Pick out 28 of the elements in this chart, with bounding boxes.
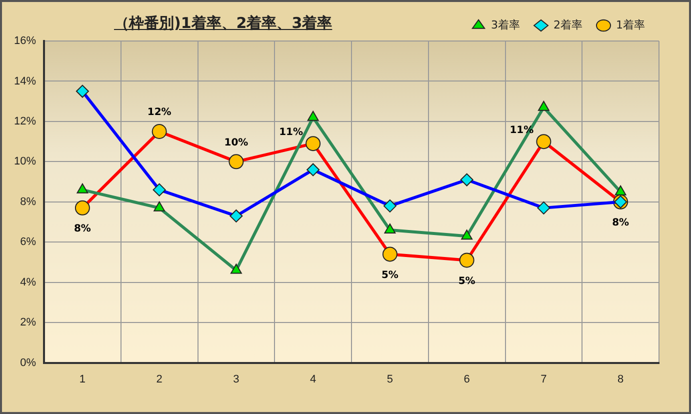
x-tick-label: 4 — [310, 373, 316, 386]
chart-title: （枠番別)1着率、2着率、3着率 — [114, 14, 332, 33]
y-tick-label: 8% — [20, 196, 36, 208]
y-tick-label: 0% — [20, 356, 36, 369]
data-label: 10% — [224, 137, 248, 148]
x-tick-label: 6 — [464, 373, 470, 386]
x-tick-label: 1 — [79, 373, 86, 386]
data-label: 8% — [74, 224, 91, 235]
x-tick-label: 5 — [386, 373, 394, 386]
y-tick-label: 12% — [14, 115, 36, 128]
data-label: 5% — [381, 270, 398, 281]
x-tick-label: 8 — [618, 373, 624, 386]
legend-label: 2着率 — [554, 18, 583, 32]
y-tick-label: 6% — [20, 236, 36, 248]
data-label: 8% — [612, 217, 630, 228]
y-tick-label: 2% — [20, 316, 36, 329]
y-tick-label: 14% — [14, 75, 36, 88]
data-label: 12% — [147, 107, 172, 118]
y-tick-label: 10% — [14, 156, 36, 168]
data-label: 5% — [458, 276, 476, 287]
x-tick-label: 3 — [233, 373, 240, 386]
data-label: 11% — [279, 127, 304, 138]
y-tick-label: 16% — [14, 35, 36, 48]
y-tick-label: 4% — [20, 276, 36, 288]
legend-label: 3着率 — [491, 18, 520, 32]
x-tick-label: 7 — [540, 373, 547, 386]
legend-label: 1着率 — [616, 18, 645, 32]
x-tick-label: 2 — [156, 373, 162, 386]
